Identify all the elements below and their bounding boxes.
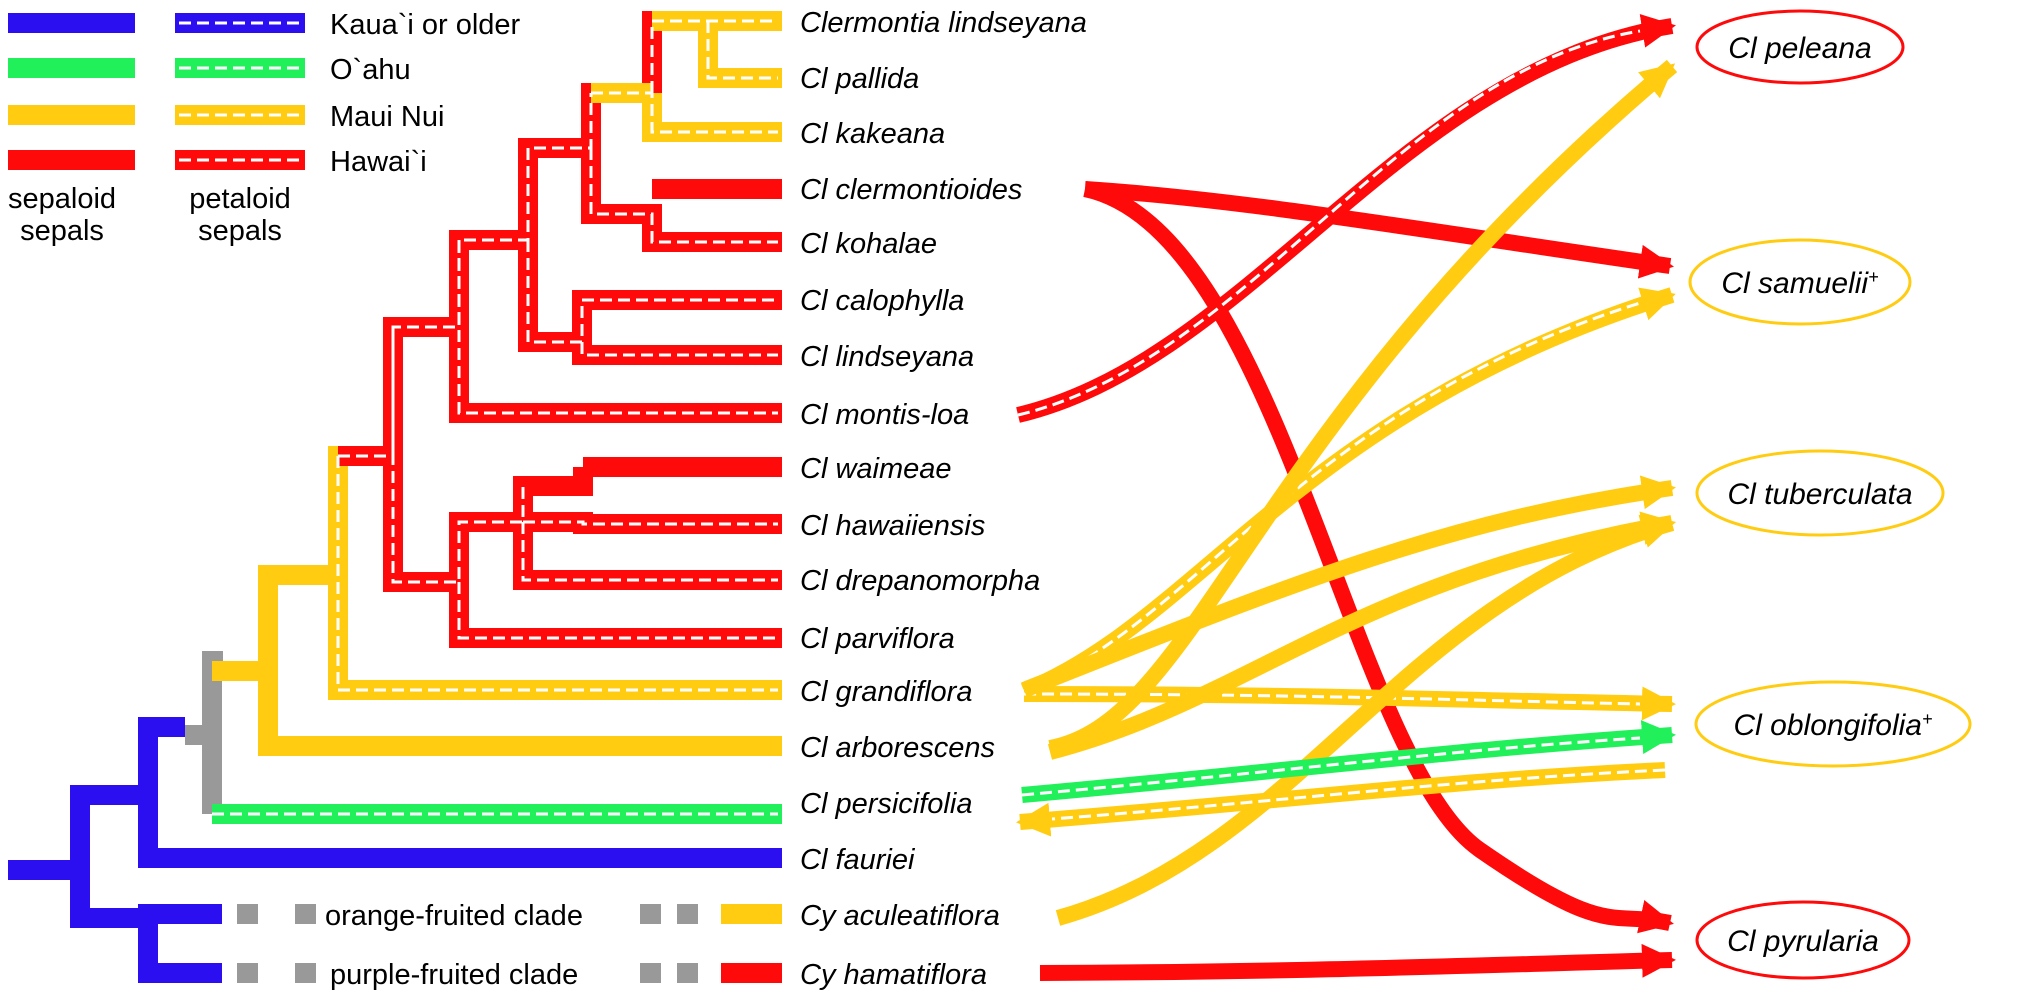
target-label-oblongifolia: Cl oblongifolia+ [1734, 709, 1933, 742]
target-label-sup: + [1868, 267, 1879, 287]
taxon-label: Cl clermontioides [800, 174, 1022, 206]
arrow-clermontioides-samuelii [1084, 181, 1674, 279]
target-label-text: Cl pyrularia [1727, 925, 1879, 958]
arrow-aculeatiflora-tuberculata [1055, 514, 1676, 926]
taxon-labels: Clermontia lindseyana Cl pallida Cl kake… [800, 7, 1087, 991]
taxon-label: Cy hamatiflora [800, 959, 987, 991]
tree-solid-branches [8, 179, 782, 983]
orange-fruited-clade-label: orange-fruited clade [325, 900, 583, 932]
legend-label-oahu: O`ahu [330, 54, 411, 86]
arrow-hamatiflora-pyrularia [1039, 943, 1676, 981]
taxon-label: Cl lindseyana [800, 341, 974, 373]
arrow-arborescens-peleana [1048, 59, 1678, 756]
target-label-tuberculata: Cl tuberculata [1727, 478, 1912, 511]
target-label-text: Cl oblongifolia [1734, 709, 1922, 742]
arrow-arborescens-tuberculata [1047, 511, 1676, 760]
legend-label-kauai: Kaua`i or older [330, 9, 521, 41]
taxon-label: Cl persicifolia [800, 788, 972, 820]
taxon-label: Cl grandiflora [800, 676, 972, 708]
target-label-peleana: Cl peleana [1728, 32, 1871, 65]
target-species: Cl peleana Cl samuelii+ Cl tuberculata C… [1688, 9, 1972, 980]
arrow-grandiflora-tuberculata [1021, 475, 1676, 698]
taxon-label: Cy aculeatiflora [800, 900, 1000, 932]
taxon-label: Cl kakeana [800, 118, 945, 150]
tree-dashed-branches [212, 11, 782, 824]
taxon-label: Clermontia lindseyana [800, 7, 1087, 39]
target-ellipse-peleana [1695, 9, 1905, 85]
target-ellipse-oblongifolia [1694, 680, 1972, 768]
arrows [1016, 14, 1678, 981]
target-ellipse-samuelii [1688, 238, 1912, 326]
target-label-samuelii: Cl samuelii+ [1721, 267, 1878, 300]
taxon-label: Cl hawaiiensis [800, 510, 985, 542]
legend-solid-caption-2: sepals [20, 215, 104, 247]
target-label-text: Cl tuberculata [1727, 478, 1912, 511]
legend-solid-caption-1: sepaloid [8, 183, 116, 215]
taxon-label: Cl pallida [800, 63, 919, 95]
legend-dashed-caption-1: petaloid [189, 183, 291, 215]
taxon-label: Cl drepanomorpha [800, 565, 1040, 597]
legend-dashed-caption-2: sepals [198, 215, 282, 247]
taxon-label: Cl arborescens [800, 732, 995, 764]
target-label-text: Cl samuelii [1721, 267, 1869, 300]
target-label-pyrularia: Cl pyrularia [1727, 925, 1879, 958]
legend-label-hawaii: Hawai`i [330, 146, 427, 178]
target-label-sup: + [1922, 709, 1933, 729]
legend-label-maui: Maui Nui [330, 101, 444, 133]
target-ellipse-tuberculata [1695, 449, 1945, 537]
legend: Kaua`i or older O`ahu Maui Nui Hawai`i s… [8, 9, 521, 247]
taxon-label: Cl kohalae [800, 228, 937, 260]
target-label-text: Cl peleana [1728, 32, 1871, 65]
arrow-montisloa-peleana [1016, 14, 1676, 423]
taxon-label: Cl montis-loa [800, 399, 969, 431]
taxon-label: Cl waimeae [800, 453, 952, 485]
taxon-label: Cl fauriei [800, 844, 916, 876]
taxon-label: Cl calophylla [800, 285, 964, 317]
target-ellipse-pyrularia [1695, 900, 1911, 980]
taxon-label: Cl parviflora [800, 623, 955, 655]
purple-fruited-clade-label: purple-fruited clade [330, 959, 578, 991]
